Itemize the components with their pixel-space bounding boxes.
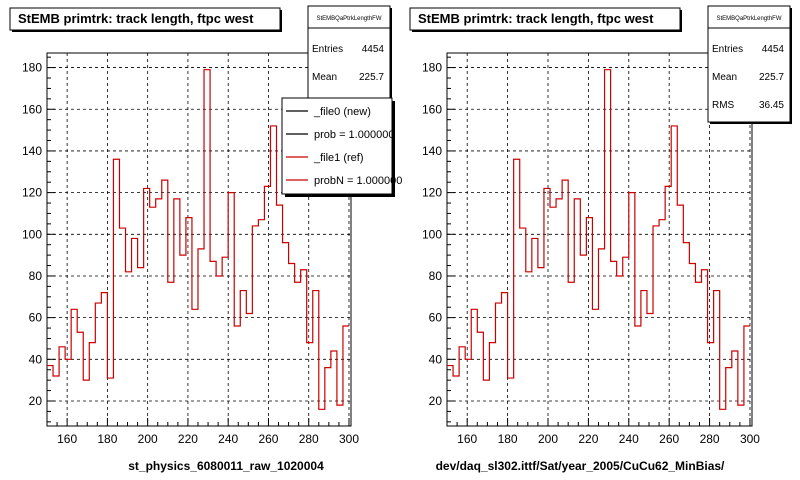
panel1-legend-label: prob = 1.000000 [314, 129, 394, 141]
panel1-x-tick-label: 180 [97, 432, 117, 446]
panel1-x-tick-label: 280 [299, 432, 319, 446]
panel2-stats-name: StEMBQaPtrkLengthFW [716, 16, 781, 22]
panel2-y-tick-label: 40 [429, 352, 443, 366]
panel2-plot-frame [446, 52, 753, 427]
panel1-stats-name: StEMBQaPtrkLengthFW [316, 16, 381, 22]
panel2-y-tick-label: 20 [429, 394, 443, 408]
panel1-x-tick-label: 200 [138, 432, 158, 446]
panel1-x-tick-label: 260 [258, 432, 278, 446]
panel1-legend-label: _file1 (ref) [313, 152, 364, 164]
panel1-x-tick-label: 220 [178, 432, 198, 446]
panel2-title-box [409, 7, 681, 31]
panel1-y-tick-label: 80 [29, 269, 43, 283]
panel2-stats-label: Entries [712, 44, 743, 55]
panel1-y-tick-label: 120 [22, 186, 42, 200]
panel1-stats-value: 4454 [362, 44, 385, 55]
panel1-legend-label: _file0 (new) [313, 106, 371, 118]
panel2-y-tick-label: 80 [429, 269, 443, 283]
panel1-histogram-line [47, 69, 349, 410]
panel1-x-tick-label: 240 [218, 432, 238, 446]
panel2-x-tick-label: 260 [659, 432, 679, 446]
panel2-x-tick-label: 180 [498, 432, 518, 446]
panel1-legend-box [281, 97, 393, 195]
panel2-x-tick-label: 280 [700, 432, 720, 446]
panel1-y-tick-label: 100 [22, 227, 42, 241]
panel1-y-tick-label: 20 [29, 394, 43, 408]
panel2-x-axis-label: dev/daq_sl302.ittf/Sat/year_2005/CuCu62_… [436, 459, 725, 473]
panel1-y-tick-label: 160 [22, 102, 42, 116]
panel2-histogram-line [447, 69, 750, 410]
panel1-stats-value: 225.7 [359, 72, 384, 83]
panel1-legend-label: probN = 1.000000 [314, 175, 402, 187]
panel2-stats-box [707, 5, 791, 123]
panel1-x-tick-label: 160 [57, 432, 77, 446]
panel2-x-tick-label: 300 [740, 432, 760, 446]
panel1-title: StEMB primtrk: track length, ftpc west [18, 11, 254, 26]
panel1-y-tick-label: 180 [22, 61, 42, 75]
panel1-y-tick-label: 40 [29, 352, 43, 366]
panel2-stats-label: RMS [712, 100, 735, 111]
panel2-stats-value: 225.7 [759, 72, 784, 83]
panel2-x-tick-label: 220 [578, 432, 598, 446]
panel2-title: StEMB primtrk: track length, ftpc west [418, 11, 654, 26]
panel2-stats-value: 4454 [762, 44, 785, 55]
panel2-y-tick-label: 100 [422, 227, 442, 241]
panel2-y-tick-label: 160 [422, 102, 442, 116]
panel2-x-tick-label: 200 [538, 432, 558, 446]
panel2-y-tick-label: 120 [422, 186, 442, 200]
panel1-y-tick-label: 140 [22, 144, 42, 158]
panel2-stats-label: Mean [712, 72, 737, 83]
panel1-y-tick-label: 60 [29, 311, 43, 325]
panel1-x-tick-label: 300 [339, 432, 359, 446]
panel1-stats-label: Mean [312, 72, 337, 83]
panel1-x-axis-label: st_physics_6080011_raw_1020004 [128, 459, 324, 473]
panel2-y-tick-label: 180 [422, 61, 442, 75]
panel2-x-tick-label: 240 [619, 432, 639, 446]
panel1-stats-label: Entries [312, 44, 343, 55]
panel2-y-tick-label: 60 [429, 311, 443, 325]
panel1-title-box [9, 7, 281, 31]
panel2-x-tick-label: 160 [457, 432, 477, 446]
panel2-stats-value: 36.45 [759, 100, 784, 111]
panel2-y-tick-label: 140 [422, 144, 442, 158]
